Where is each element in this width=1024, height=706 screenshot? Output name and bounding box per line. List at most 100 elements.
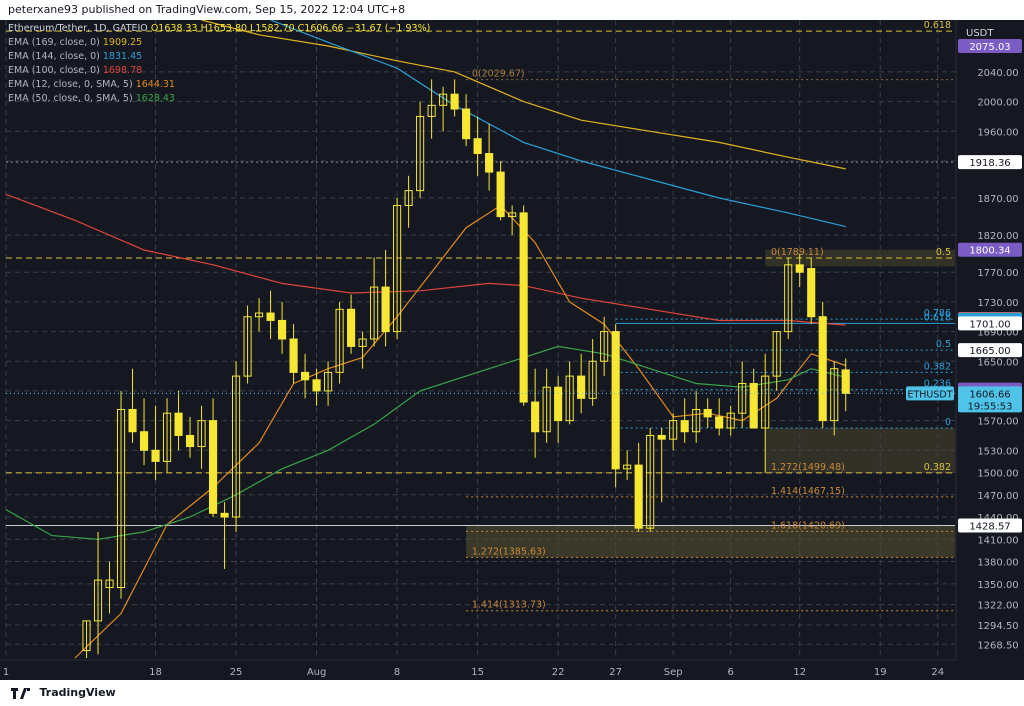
candle-body-down[interactable]	[680, 420, 689, 433]
candle-body-down[interactable]	[703, 408, 712, 418]
candle-body-down[interactable]	[289, 338, 298, 373]
candle-body-down[interactable]	[151, 449, 160, 462]
candle-body-down[interactable]	[128, 408, 137, 433]
candle-body-up[interactable]	[669, 420, 678, 440]
fib-level-label: 0.236	[924, 379, 951, 390]
price-tag	[958, 242, 1022, 257]
legend-title-row: Ethereum/Tether, 1D, GATEIO O1638.33 H16…	[8, 22, 430, 36]
x-tick-label: 12	[793, 667, 806, 678]
symbol-tag-label: ETHUSDT	[907, 389, 952, 400]
candle-body-up[interactable]	[623, 464, 632, 470]
y-tick-label: 2000.00	[977, 98, 1018, 109]
x-tick-label: 8	[394, 667, 400, 678]
candle-body-up[interactable]	[243, 316, 252, 377]
candle-body-up[interactable]	[231, 375, 241, 518]
y-tick-label: 1294.50	[977, 621, 1018, 632]
candle-countdown: 19:55:53	[968, 401, 1013, 412]
legend-indicator-label: EMA (169, close, 0)	[8, 37, 103, 48]
ema-line	[201, 20, 846, 170]
candle-body-up[interactable]	[830, 368, 839, 422]
candle-body-up[interactable]	[692, 408, 701, 433]
fib-level-label: 0.382	[924, 361, 951, 372]
candle-body-up[interactable]	[738, 383, 747, 414]
candle-body-up[interactable]	[646, 434, 655, 529]
candle-body-down[interactable]	[185, 434, 195, 448]
y-tick-label: 1730.00	[977, 298, 1018, 309]
candle-body-up[interactable]	[393, 204, 402, 333]
candle-body-down[interactable]	[208, 420, 218, 514]
candle-body-up[interactable]	[427, 104, 436, 117]
candle-body-down[interactable]	[749, 383, 758, 429]
candle-body-up[interactable]	[82, 620, 91, 652]
candle-body-down[interactable]	[266, 312, 275, 321]
candle-body-up[interactable]	[416, 115, 425, 192]
tradingview-footer: TradingView	[0, 680, 1024, 706]
candle-body-down[interactable]	[841, 369, 850, 394]
y-tick-label: 1650.00	[977, 357, 1018, 368]
candle-body-down[interactable]	[554, 386, 563, 422]
candle-body-down[interactable]	[139, 431, 149, 451]
legend-indicators: EMA (169, close, 0) 1909.25 EMA (144, clo…	[8, 36, 430, 106]
candle-body-down[interactable]	[531, 401, 540, 433]
candle-body-down[interactable]	[496, 171, 505, 218]
candle-body-up[interactable]	[726, 412, 735, 429]
candle-body-up[interactable]	[255, 312, 264, 318]
candle-body-down[interactable]	[818, 316, 827, 422]
y-tick-label: 2040.00	[977, 68, 1018, 79]
candle-body-up[interactable]	[784, 264, 793, 333]
candle-body-up[interactable]	[588, 360, 597, 399]
fib-zone	[765, 428, 955, 473]
candle-body-up[interactable]	[335, 308, 344, 373]
price-tag-label: 1800.34	[969, 246, 1010, 257]
candle-body-down[interactable]	[715, 416, 724, 429]
candle-body-down[interactable]	[634, 464, 643, 529]
candle-body-down[interactable]	[657, 434, 666, 440]
candle-body-up[interactable]	[565, 375, 574, 422]
candle-body-up[interactable]	[772, 331, 781, 377]
candle-body-up[interactable]	[105, 579, 114, 589]
legend-indicator-label: EMA (50, close, 0, SMA, 5)	[8, 93, 136, 104]
candle-body-down[interactable]	[312, 379, 321, 392]
candle-body-up[interactable]	[508, 212, 517, 218]
legend-indicator-value: 1909.25	[102, 37, 143, 48]
candle-body-up[interactable]	[93, 579, 103, 622]
candle-body-up[interactable]	[324, 371, 333, 392]
candle-body-down[interactable]	[462, 108, 471, 140]
price-chart[interactable]: 0.6180(2029.67)0.50(1789.11)0.7860.6180.…	[0, 20, 1024, 680]
candle-body-up[interactable]	[197, 420, 206, 448]
candle-body-up[interactable]	[542, 386, 551, 433]
candle-body-down[interactable]	[611, 331, 620, 470]
candle-body-down[interactable]	[278, 319, 287, 340]
candle-body-up[interactable]	[761, 375, 770, 429]
y-tick-label: 1380.00	[977, 558, 1018, 569]
candle-body-down[interactable]	[807, 268, 816, 318]
price-tag-label: 2075.03	[969, 42, 1010, 53]
candle-body-up[interactable]	[116, 408, 126, 589]
candle-body-down[interactable]	[485, 153, 494, 173]
legend-indicator-value: 1698.78	[102, 65, 143, 76]
x-tick-label: 22	[552, 667, 565, 678]
candle-body-up[interactable]	[358, 338, 367, 347]
price-tag-label: 1428.57	[969, 522, 1010, 533]
candle-body-down[interactable]	[381, 286, 390, 333]
legend-indicator-row: EMA (12, close, 0, SMA, 5) 1644.31	[8, 78, 430, 92]
ema-line	[270, 20, 846, 228]
candle-body-down[interactable]	[519, 212, 528, 403]
candle-body-up[interactable]	[600, 331, 609, 362]
candle-body-down[interactable]	[577, 375, 586, 399]
candle-body-down[interactable]	[795, 264, 804, 273]
candle-body-down[interactable]	[301, 371, 310, 381]
publish-header: peterxane93 published on TradingView.com…	[0, 0, 1024, 20]
candle-body-down[interactable]	[473, 138, 482, 155]
candle-body-up[interactable]	[404, 190, 413, 206]
candle-body-down[interactable]	[220, 512, 229, 518]
price-tag	[958, 155, 1022, 170]
x-tick-label: Sep	[664, 667, 683, 678]
candle-body-up[interactable]	[439, 93, 448, 106]
candle-body-down[interactable]	[450, 93, 459, 110]
candle-body-down[interactable]	[174, 412, 183, 436]
candle-body-up[interactable]	[370, 286, 379, 340]
candle-body-up[interactable]	[162, 412, 172, 462]
candle-body-down[interactable]	[347, 308, 356, 347]
y-tick-label: 1960.00	[977, 127, 1018, 138]
